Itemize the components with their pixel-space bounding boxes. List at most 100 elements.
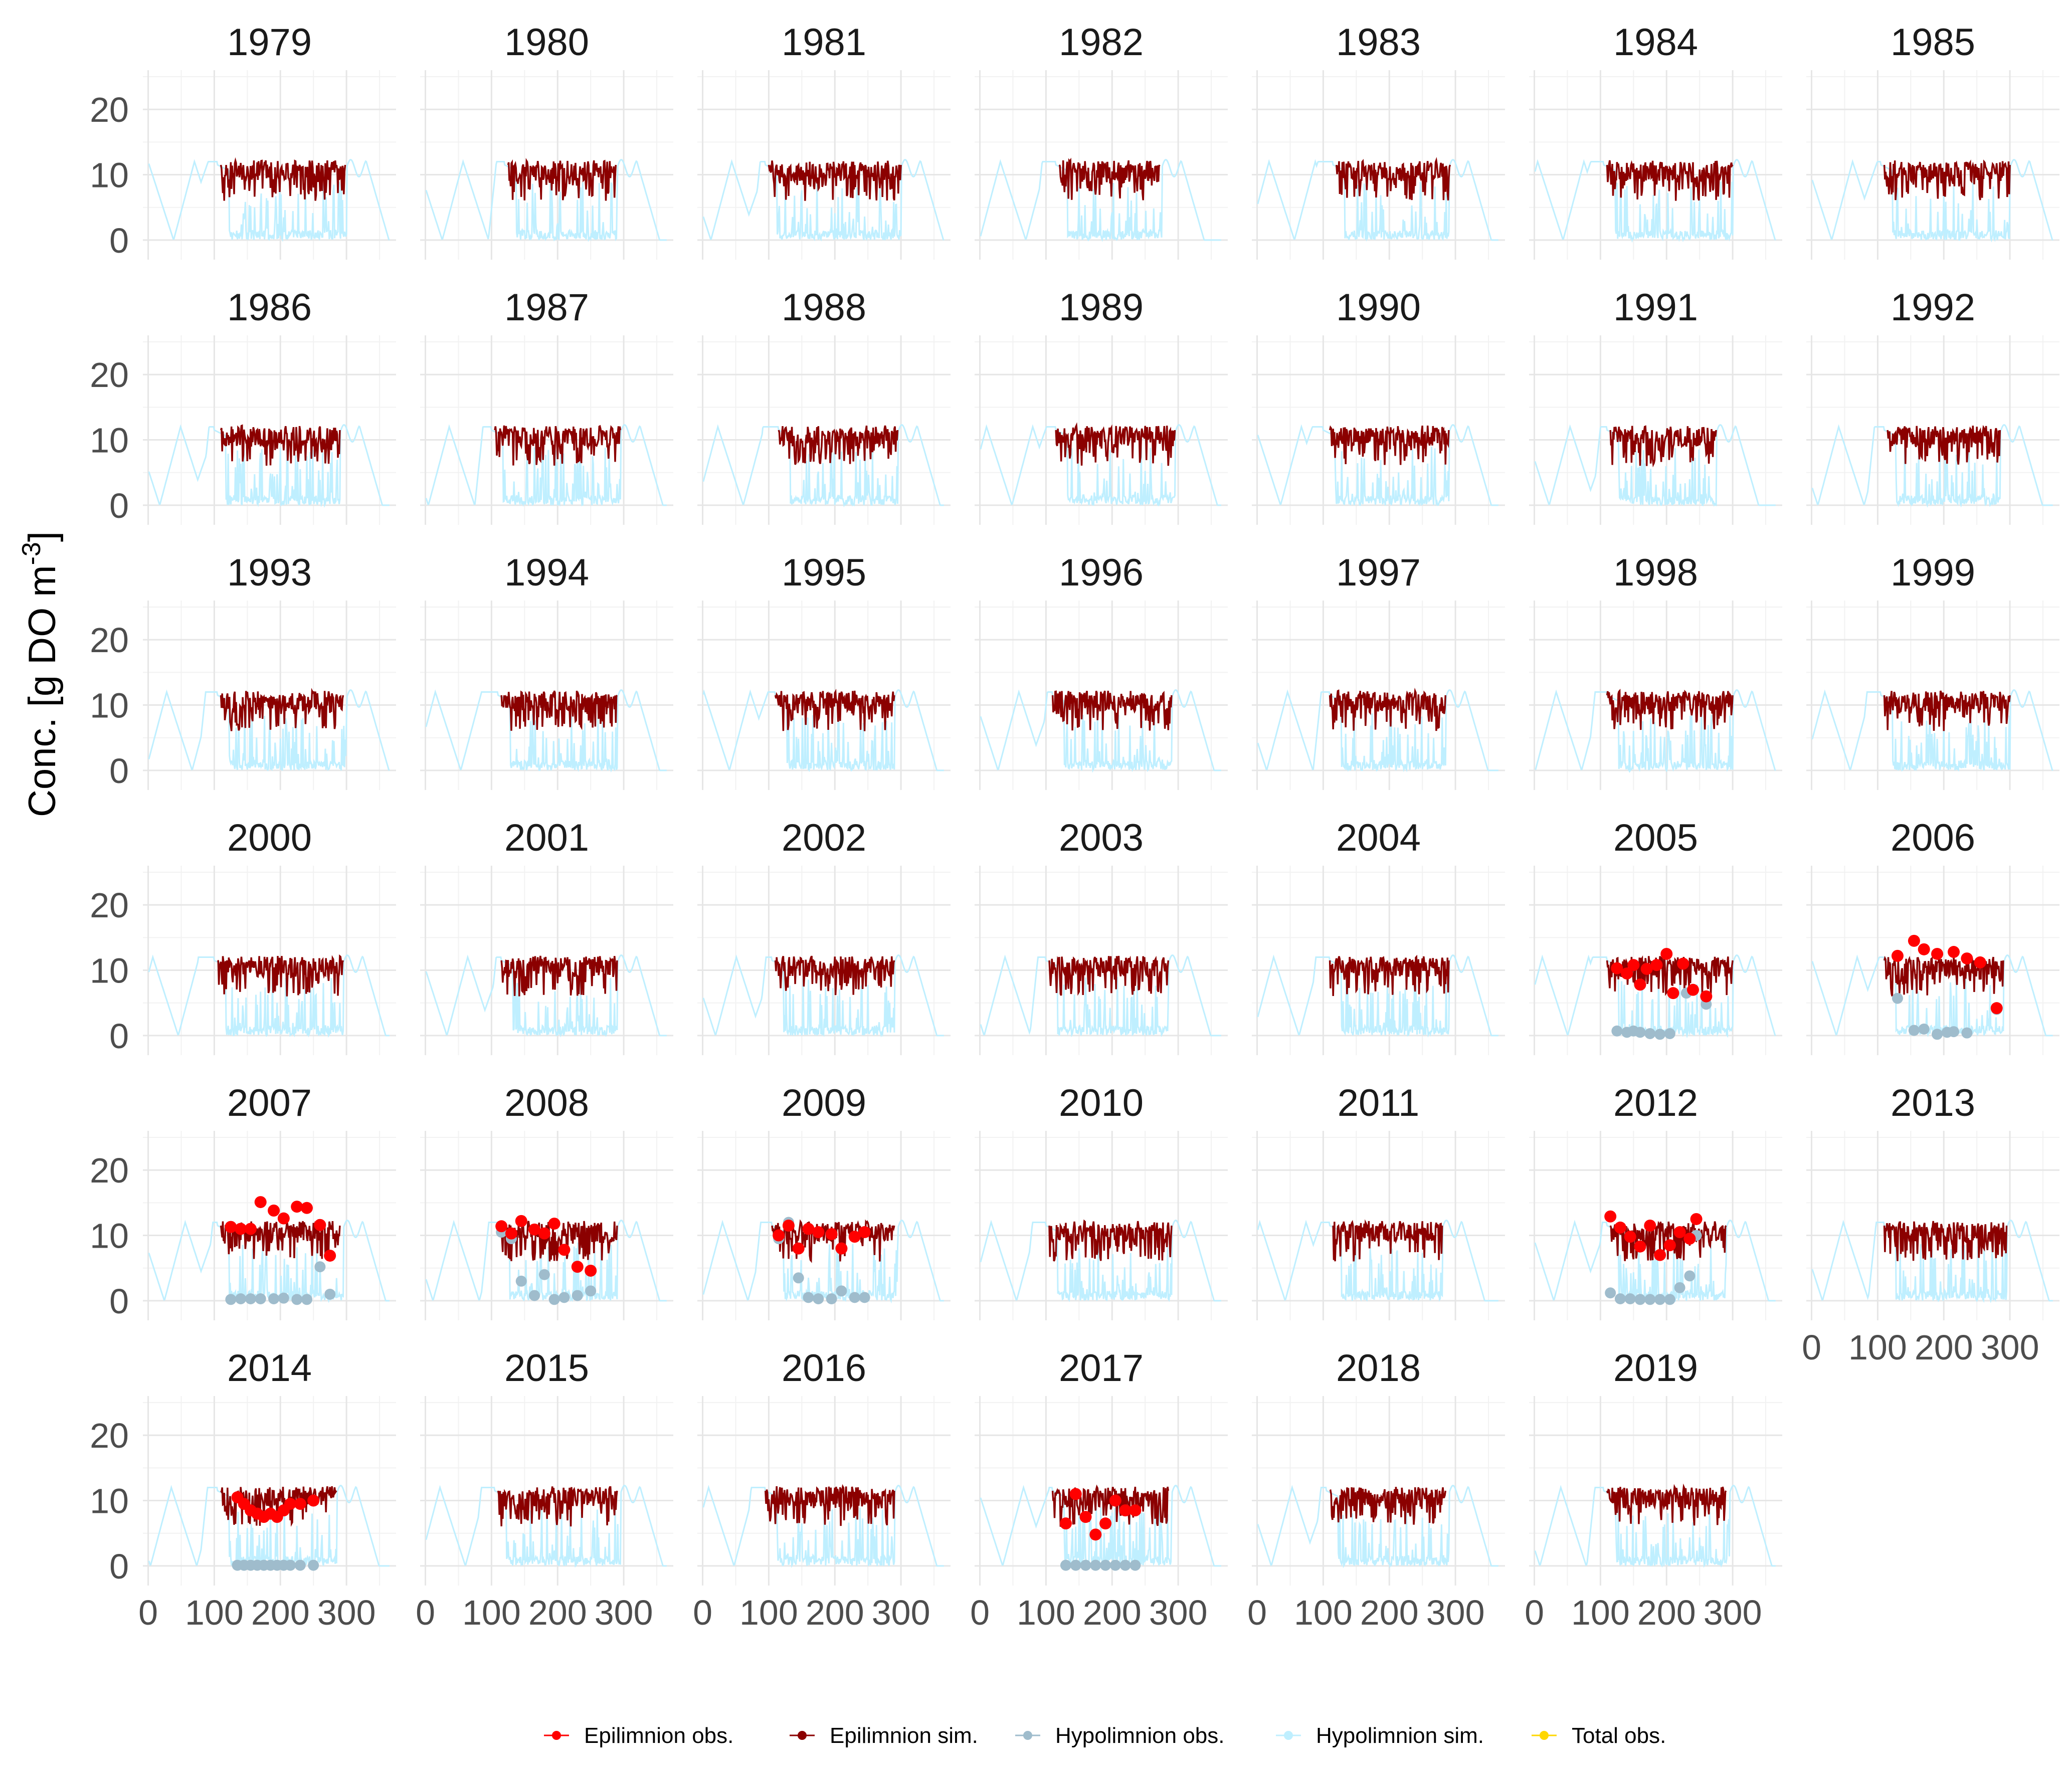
- epilimnion-obs-point: [1129, 1504, 1142, 1517]
- panel-title: 2005: [1613, 817, 1698, 859]
- epilimnion-sim-line: [507, 158, 617, 201]
- hypolimnion-obs-point: [1119, 1559, 1131, 1571]
- x-tick-label: 200: [1915, 1328, 1973, 1367]
- panel-title: 2000: [227, 817, 312, 859]
- hypolimnion-sim-line: [1534, 1485, 1776, 1568]
- hypolimnion-obs-point: [793, 1272, 804, 1284]
- hypolimnion-sim-line: [148, 1485, 390, 1567]
- hypolimnion-sim-line: [425, 954, 667, 1038]
- epilimnion-obs-point: [792, 1242, 805, 1255]
- panel-1994: 1994: [420, 551, 673, 790]
- x-tick-label: 0: [1247, 1593, 1267, 1632]
- epilimnion-obs-point: [1650, 959, 1663, 971]
- y-tick-label: 10: [90, 951, 129, 991]
- x-tick-label: 0: [138, 1593, 158, 1632]
- hypolimnion-obs-point: [1961, 1027, 1973, 1039]
- hypolimnion-sim-line: [148, 159, 390, 242]
- epilimnion-obs-point: [324, 1249, 336, 1262]
- epilimnion-sim-line: [1883, 159, 2011, 201]
- hypolimnion-obs-point: [1932, 1029, 1943, 1040]
- hypolimnion-sim-line: [1257, 954, 1498, 1038]
- hypolimnion-obs-point: [1664, 1294, 1675, 1305]
- legend-item: Hypolimnion obs.: [1015, 1723, 1225, 1748]
- panel-2015: 2015 0 100 200 300: [416, 1347, 673, 1632]
- hypolimnion-obs-point: [558, 1292, 570, 1303]
- hypolimnion-sim-line: [1257, 689, 1498, 772]
- x-tick-label: 200: [1083, 1593, 1142, 1632]
- hypolimnion-obs-point: [1634, 1027, 1646, 1038]
- hypolimnion-obs-point: [515, 1275, 527, 1287]
- epilimnion-sim-line: [220, 1221, 341, 1259]
- panel-title: 2015: [504, 1347, 589, 1390]
- legend-key-point: [1284, 1731, 1293, 1740]
- hypolimnion-sim-line: [1811, 689, 2053, 772]
- y-tick-label: 0: [109, 1017, 129, 1056]
- epilimnion-obs-point: [1654, 1249, 1666, 1261]
- epilimnion-obs-point: [495, 1220, 508, 1233]
- epilimnion-obs-point: [825, 1228, 838, 1240]
- hypolimnion-sim-line: [702, 954, 944, 1038]
- x-tick-label: 0: [416, 1593, 435, 1632]
- epilimnion-obs-point: [254, 1196, 267, 1209]
- panel-2008: 2008: [420, 1082, 673, 1320]
- hypolimnion-sim-line: [702, 1220, 944, 1304]
- hypolimnion-sim-line: [1257, 1485, 1498, 1568]
- panel-title: 2019: [1613, 1347, 1698, 1390]
- x-tick-label: 100: [739, 1593, 798, 1632]
- y-axis-label: Conc. [g DO m-3]: [17, 531, 64, 817]
- panel-title: 2008: [504, 1082, 589, 1124]
- hypolimnion-obs-point: [585, 1285, 597, 1297]
- epilimnion-obs-point: [858, 1226, 871, 1239]
- epilimnion-sim-line: [1336, 157, 1451, 201]
- x-tick-label: 100: [1848, 1328, 1907, 1367]
- epilimnion-sim-line: [1329, 954, 1450, 997]
- hypolimnion-sim-line: [425, 1485, 667, 1568]
- epilimnion-obs-point: [1634, 978, 1646, 991]
- panel-title: 1999: [1891, 551, 1975, 594]
- hypolimnion-obs-point: [1109, 1559, 1121, 1571]
- x-tick-label: 300: [1704, 1593, 1762, 1632]
- epilimnion-sim-line: [1883, 1221, 2008, 1261]
- epilimnion-obs-point: [294, 1498, 306, 1510]
- panel-2007: 2007 0 10 20: [90, 1082, 396, 1321]
- hypolimnion-sim-line: [702, 1485, 944, 1568]
- hypolimnion-obs-point: [1611, 1025, 1623, 1037]
- panel-title: 2016: [782, 1347, 866, 1390]
- legend-item: Epilimnion obs.: [544, 1723, 733, 1748]
- x-tick-label: 100: [1571, 1593, 1630, 1632]
- y-tick-label: 20: [90, 886, 129, 925]
- epilimnion-obs-point: [1604, 1210, 1617, 1223]
- hypolimnion-obs-point: [803, 1292, 814, 1303]
- panel-2000: 2000 0 10 20: [90, 817, 396, 1056]
- y-tick-label: 0: [109, 221, 129, 260]
- panel-title: 2018: [1336, 1347, 1421, 1390]
- panel-title: 1997: [1336, 551, 1421, 594]
- epilimnion-obs-point: [812, 1226, 825, 1239]
- hypolimnion-sim-line: [1257, 424, 1498, 507]
- epilimnion-obs-point: [1677, 957, 1689, 970]
- epilimnion-obs-point: [1644, 1220, 1656, 1232]
- epilimnion-sim-line: [220, 688, 344, 731]
- hypolimnion-sim-line: [1535, 689, 1776, 773]
- panel-title: 2006: [1891, 817, 1975, 859]
- panel-2010: 2010: [975, 1082, 1228, 1320]
- epilimnion-obs-point: [773, 1229, 785, 1242]
- panel-1989: 1989: [975, 286, 1228, 525]
- hypolimnion-obs-point: [1684, 1270, 1696, 1282]
- panel-title: 1994: [504, 551, 589, 594]
- hypolimnion-obs-point: [836, 1285, 847, 1297]
- epilimnion-obs-point: [505, 1227, 517, 1240]
- epilimnion-obs-point: [1974, 956, 1986, 968]
- hypolimnion-obs-point: [859, 1292, 870, 1303]
- epilimnion-obs-point: [314, 1219, 326, 1231]
- panel-title: 1982: [1059, 21, 1144, 64]
- legend-key-point: [552, 1731, 561, 1740]
- x-tick-label: 0: [1802, 1328, 1821, 1367]
- epilimnion-sim-line: [1055, 422, 1176, 466]
- legend: Epilimnion obs. Epilimnion sim. Hypolimnio…: [544, 1723, 1666, 1748]
- epilimnion-sim-line: [1883, 690, 2011, 731]
- panel-title: 2003: [1059, 817, 1144, 859]
- hypolimnion-obs-point: [1605, 1287, 1616, 1299]
